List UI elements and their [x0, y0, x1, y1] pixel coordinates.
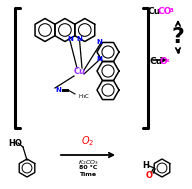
Text: Cu: Cu	[150, 57, 163, 67]
Text: CO: CO	[157, 8, 171, 16]
Text: x: x	[166, 57, 170, 63]
Text: $K_2CO_3$: $K_2CO_3$	[78, 158, 98, 167]
Text: Cu: Cu	[74, 67, 86, 77]
Text: H: H	[143, 160, 150, 170]
Text: N: N	[97, 56, 102, 62]
Text: ?: ?	[172, 27, 185, 47]
Text: Cu: Cu	[148, 8, 161, 16]
Text: N: N	[97, 39, 102, 45]
Text: $O_2$: $O_2$	[81, 134, 95, 148]
Text: O: O	[159, 57, 167, 67]
Text: HO: HO	[8, 139, 22, 147]
Text: 80 °C: 80 °C	[79, 165, 97, 170]
Text: Time: Time	[79, 172, 97, 177]
Text: $\mathregular{H_3C}$: $\mathregular{H_3C}$	[78, 93, 90, 101]
Text: N: N	[77, 36, 83, 42]
Text: O: O	[146, 171, 153, 180]
Text: N: N	[55, 87, 61, 93]
Text: 3: 3	[170, 8, 174, 12]
Text: N: N	[67, 36, 73, 42]
